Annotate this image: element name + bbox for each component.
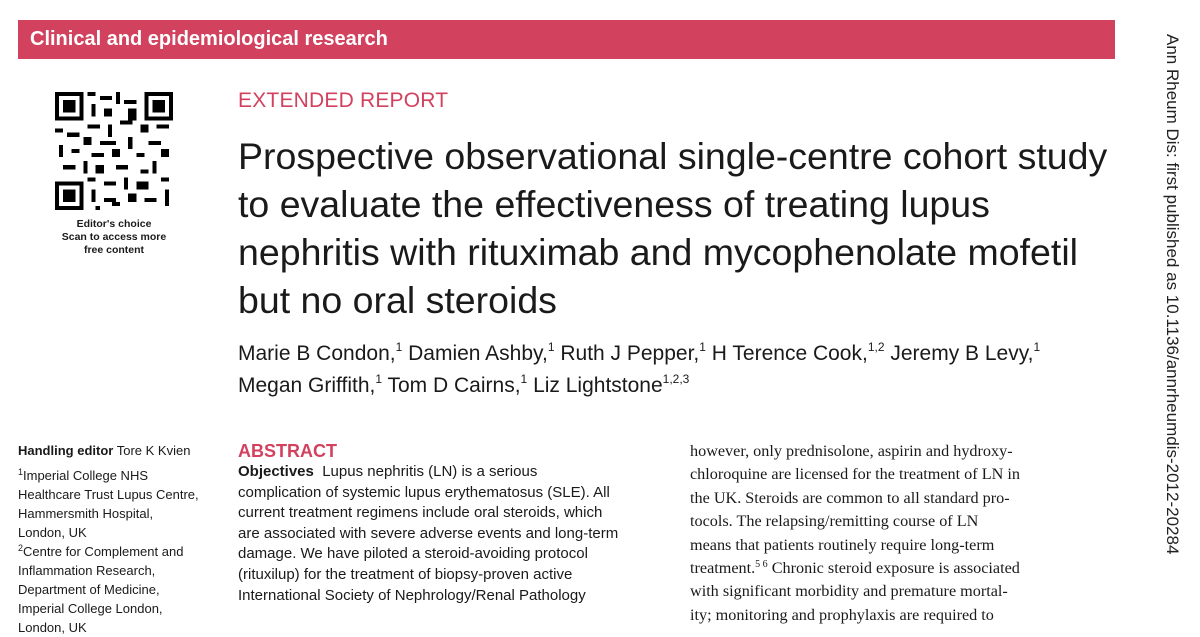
body-line: means that patients routinely require lo…: [690, 535, 995, 554]
qr-code-icon: [55, 92, 173, 210]
affiliation-line: London, UK: [18, 525, 87, 540]
author-name[interactable]: H Terence Cook,: [711, 342, 868, 365]
body-line: ity; monitoring and prophylaxis are requ…: [690, 605, 994, 624]
abstract-text: Lupus nephritis (LN) is a serious: [322, 463, 538, 480]
reference-sup[interactable]: 5 6: [755, 559, 768, 571]
affiliation-line: Imperial College NHS: [23, 468, 149, 483]
abstract-line: complication of systemic lupus erythemat…: [238, 483, 610, 501]
affiliation-line: Imperial College London,: [18, 601, 163, 616]
editors-choice-qr: Editor's choice Scan to access more free…: [55, 92, 173, 257]
body-line: the UK. Steroids are common to all stand…: [690, 488, 1010, 507]
handling-editor: Handling editor Tore K Kvien: [18, 441, 218, 460]
abstract-heading: ABSTRACT: [238, 441, 337, 461]
abstract: ABSTRACT Objectives Lupus nephritis (LN)…: [238, 441, 663, 606]
affiliation-line: Hammersmith Hospital,: [18, 506, 154, 521]
affiliation-line: Department of Medicine,: [18, 582, 160, 597]
author-name[interactable]: Megan Griffith,: [238, 374, 376, 397]
abstract-line: current treatment regimens include oral …: [238, 504, 603, 522]
qr-caption-line: Editor's choice: [76, 218, 152, 230]
objectives-label: Objectives: [238, 463, 314, 480]
affiliation-line: Centre for Complement and: [23, 544, 184, 559]
body-line: however, only prednisolone, aspirin and …: [690, 442, 1013, 460]
author-name[interactable]: Damien Ashby,: [408, 342, 548, 365]
author-affiliation-ref: 1: [520, 372, 528, 386]
abstract-line: International Society of Nephrology/Rena…: [238, 586, 586, 604]
abstract-line: are associated with severe adverse event…: [238, 524, 619, 542]
handling-editor-label: Handling editor: [18, 443, 114, 458]
doi-text: Ann Rheum Dis: first published as 10.113…: [1163, 34, 1182, 555]
abstract-line: Objectives Lupus nephritis (LN) is a ser…: [238, 462, 663, 483]
author-name[interactable]: Ruth J Pepper,: [560, 342, 700, 365]
author-name[interactable]: Marie B Condon,: [238, 342, 396, 365]
author-name[interactable]: Tom D Cairns,: [387, 374, 521, 397]
abstract-line: damage. We have piloted a steroid-avoidi…: [238, 545, 588, 563]
body-column: however, only prednisolone, aspirin and …: [690, 440, 1118, 627]
body-line: chloroquine are licensed for the treatme…: [690, 465, 1020, 484]
abstract-line: (rituxilup) for the treatment of biopsy-…: [238, 565, 573, 583]
section-banner: Clinical and epidemiological research: [18, 20, 1115, 59]
author-affiliation-ref: 1: [375, 372, 383, 386]
affiliation-number: 2: [18, 543, 24, 553]
body-text: Chronic steroid exposure is associated: [771, 559, 1020, 578]
affiliation-line: Healthcare Trust Lupus Centre,: [18, 487, 199, 502]
author-name[interactable]: Jeremy B Levy,: [890, 342, 1034, 365]
body-line: tocols. The relapsing/remitting course o…: [690, 512, 979, 531]
sidebar-notes: Handling editor Tore K Kvien 1Imperial C…: [18, 441, 218, 637]
author-list: Marie B Condon,1 Damien Ashby,1 Ruth J P…: [238, 338, 1118, 402]
author-affiliation-ref: 1: [395, 340, 403, 354]
author-affiliation-ref: 1,2: [867, 340, 885, 354]
affiliation-number: 1: [18, 467, 24, 477]
author-affiliation-ref: 1,2,3: [662, 372, 690, 386]
author-affiliation-ref: 1: [699, 340, 706, 354]
qr-caption-line: free content: [83, 244, 145, 256]
handling-editor-name: Tore K Kvien: [116, 443, 191, 458]
author-affiliation-ref: 1: [1033, 340, 1041, 354]
body-text: treatment.: [690, 559, 756, 578]
qr-caption: Editor's choice Scan to access more free…: [55, 218, 173, 257]
article-title: Prospective observational single-centre …: [238, 135, 1108, 321]
qr-caption-line: Scan to access more: [61, 231, 167, 243]
article-type-label: EXTENDED REPORT: [238, 89, 449, 112]
affiliation-line: London, UK: [18, 620, 87, 635]
body-line: with significant morbidity and premature…: [690, 582, 1008, 601]
body-line: treatment.5 6 Chronic steroid exposure i…: [690, 557, 1118, 580]
affiliation-line: Inflammation Research,: [18, 563, 156, 578]
author-name[interactable]: Liz Lightstone: [533, 374, 663, 397]
doi-sidebar: Ann Rheum Dis: first published as 10.113…: [1162, 34, 1192, 634]
author-affiliation-ref: 1: [547, 340, 555, 354]
affiliation: 1Imperial College NHS Healthcare Trust L…: [18, 466, 218, 637]
